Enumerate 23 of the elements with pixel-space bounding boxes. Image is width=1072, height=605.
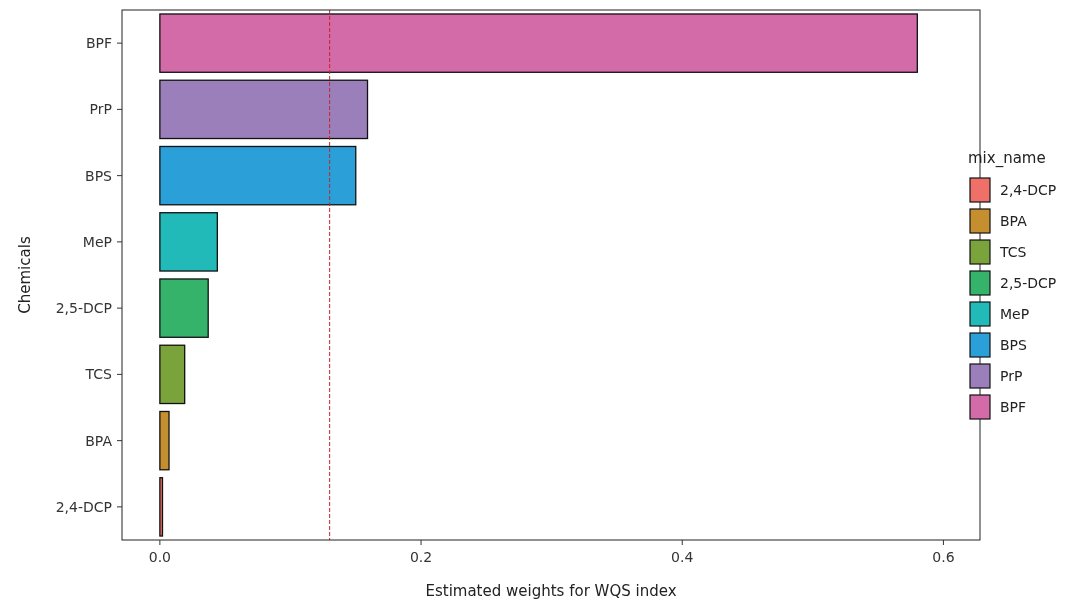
y-tick-label: 2,4-DCP: [55, 498, 112, 515]
legend-label: BPF: [1000, 398, 1027, 415]
y-tick-label: PrP: [89, 101, 112, 118]
legend-label: PrP: [1000, 367, 1023, 384]
legend-label: TCS: [999, 243, 1027, 260]
y-axis-title: Chemicals: [16, 236, 34, 314]
legend-label: 2,4-DCP: [1000, 181, 1057, 198]
x-tick-label: 0.0: [148, 549, 171, 565]
x-tick-label: 0.6: [932, 549, 955, 565]
legend-label: BPS: [1000, 336, 1028, 353]
y-tick-label: 2,5-DCP: [55, 300, 112, 317]
y-tick-label: MeP: [82, 233, 112, 250]
y-tick-label: BPF: [85, 35, 112, 52]
legend-label: BPA: [1000, 212, 1028, 229]
legend-label: MeP: [1000, 305, 1030, 322]
x-tick-label: 0.4: [671, 549, 694, 565]
legend-title: mix_name: [968, 149, 1046, 168]
x-tick-label: 0.2: [409, 549, 433, 565]
y-tick-label: BPS: [85, 167, 113, 184]
y-tick-label: BPA: [85, 432, 113, 449]
legend-label: 2,5-DCP: [1000, 274, 1057, 291]
x-axis-title: Estimated weights for WQS index: [425, 582, 677, 600]
y-tick-label: TCS: [84, 366, 113, 383]
